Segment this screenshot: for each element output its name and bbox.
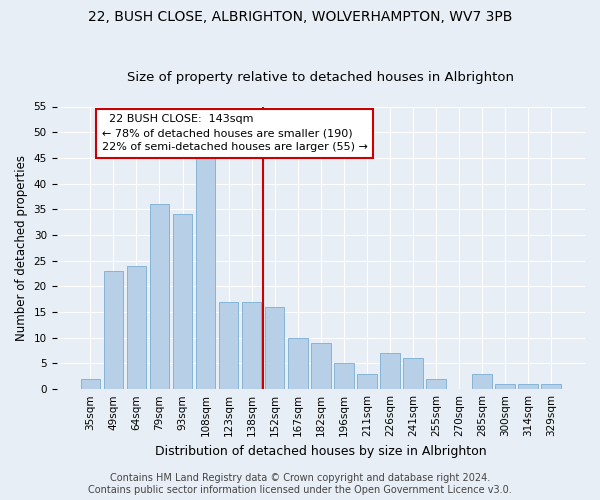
Bar [288,338,308,389]
Bar [311,343,331,389]
Text: Contains HM Land Registry data © Crown copyright and database right 2024.
Contai: Contains HM Land Registry data © Crown c… [88,474,512,495]
Bar [380,353,400,389]
Bar [127,266,146,389]
Bar [334,364,353,389]
Bar [472,374,492,389]
Bar [265,307,284,389]
Text: 22, BUSH CLOSE, ALBRIGHTON, WOLVERHAMPTON, WV7 3PB: 22, BUSH CLOSE, ALBRIGHTON, WOLVERHAMPTO… [88,10,512,24]
Bar [242,302,262,389]
Bar [219,302,238,389]
Y-axis label: Number of detached properties: Number of detached properties [15,155,28,341]
Bar [196,153,215,389]
Title: Size of property relative to detached houses in Albrighton: Size of property relative to detached ho… [127,72,514,85]
Bar [518,384,538,389]
Bar [357,374,377,389]
Bar [104,271,123,389]
Bar [541,384,561,389]
Text: 22 BUSH CLOSE:  143sqm  
← 78% of detached houses are smaller (190)
22% of semi-: 22 BUSH CLOSE: 143sqm ← 78% of detached … [102,114,368,152]
Bar [149,204,169,389]
X-axis label: Distribution of detached houses by size in Albrighton: Distribution of detached houses by size … [155,444,487,458]
Bar [403,358,423,389]
Bar [80,379,100,389]
Bar [426,379,446,389]
Bar [496,384,515,389]
Bar [173,214,193,389]
